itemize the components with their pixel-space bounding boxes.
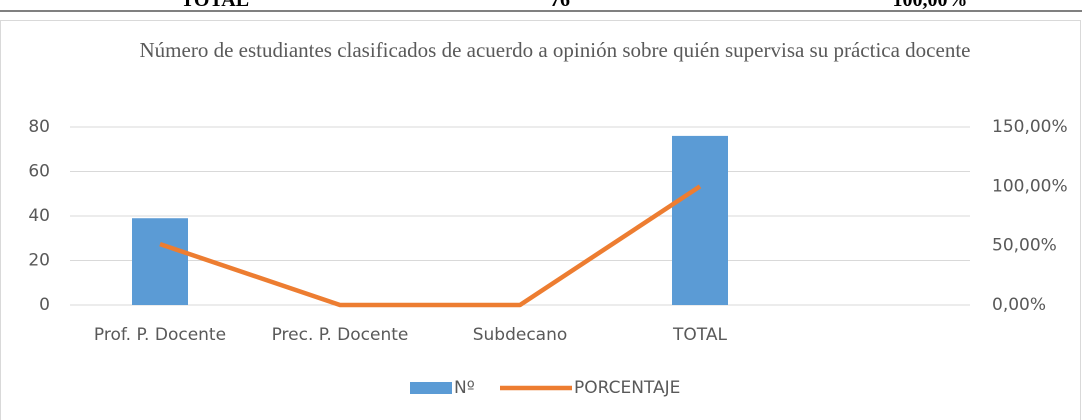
- table-cell: 76: [550, 0, 570, 11]
- chart-frame: [0, 20, 1081, 420]
- table-cell: 100,00%: [893, 0, 968, 11]
- y-tick-label: 40: [28, 206, 50, 226]
- y-tick-label: 60: [28, 162, 50, 182]
- line: [159, 184, 702, 308]
- y2-tick-label: 100,00%: [992, 176, 1068, 196]
- legend-swatch: [410, 382, 452, 394]
- y-tick-label: 0: [39, 295, 50, 315]
- x-tick-label: Subdecano: [473, 325, 568, 345]
- chart-title: Número de estudiantes clasificados de ac…: [139, 38, 971, 62]
- x-tick-label: Prof. P. Docente: [94, 325, 226, 345]
- legend-label: Nº: [454, 378, 475, 398]
- x-tick-label: TOTAL: [672, 325, 727, 345]
- y2-tick-label: 150,00%: [992, 117, 1068, 137]
- legend-label: PORCENTAJE: [574, 378, 680, 398]
- y-tick-label: 20: [28, 251, 50, 271]
- table-cell: TOTAL: [181, 0, 249, 11]
- y2-tick-label: 0,00%: [992, 295, 1046, 315]
- x-tick-label: Prec. P. Docente: [272, 325, 409, 345]
- bar: [132, 218, 188, 305]
- y-tick-label: 80: [28, 117, 50, 137]
- y2-tick-label: 50,00%: [992, 236, 1057, 256]
- bar: [672, 135, 728, 305]
